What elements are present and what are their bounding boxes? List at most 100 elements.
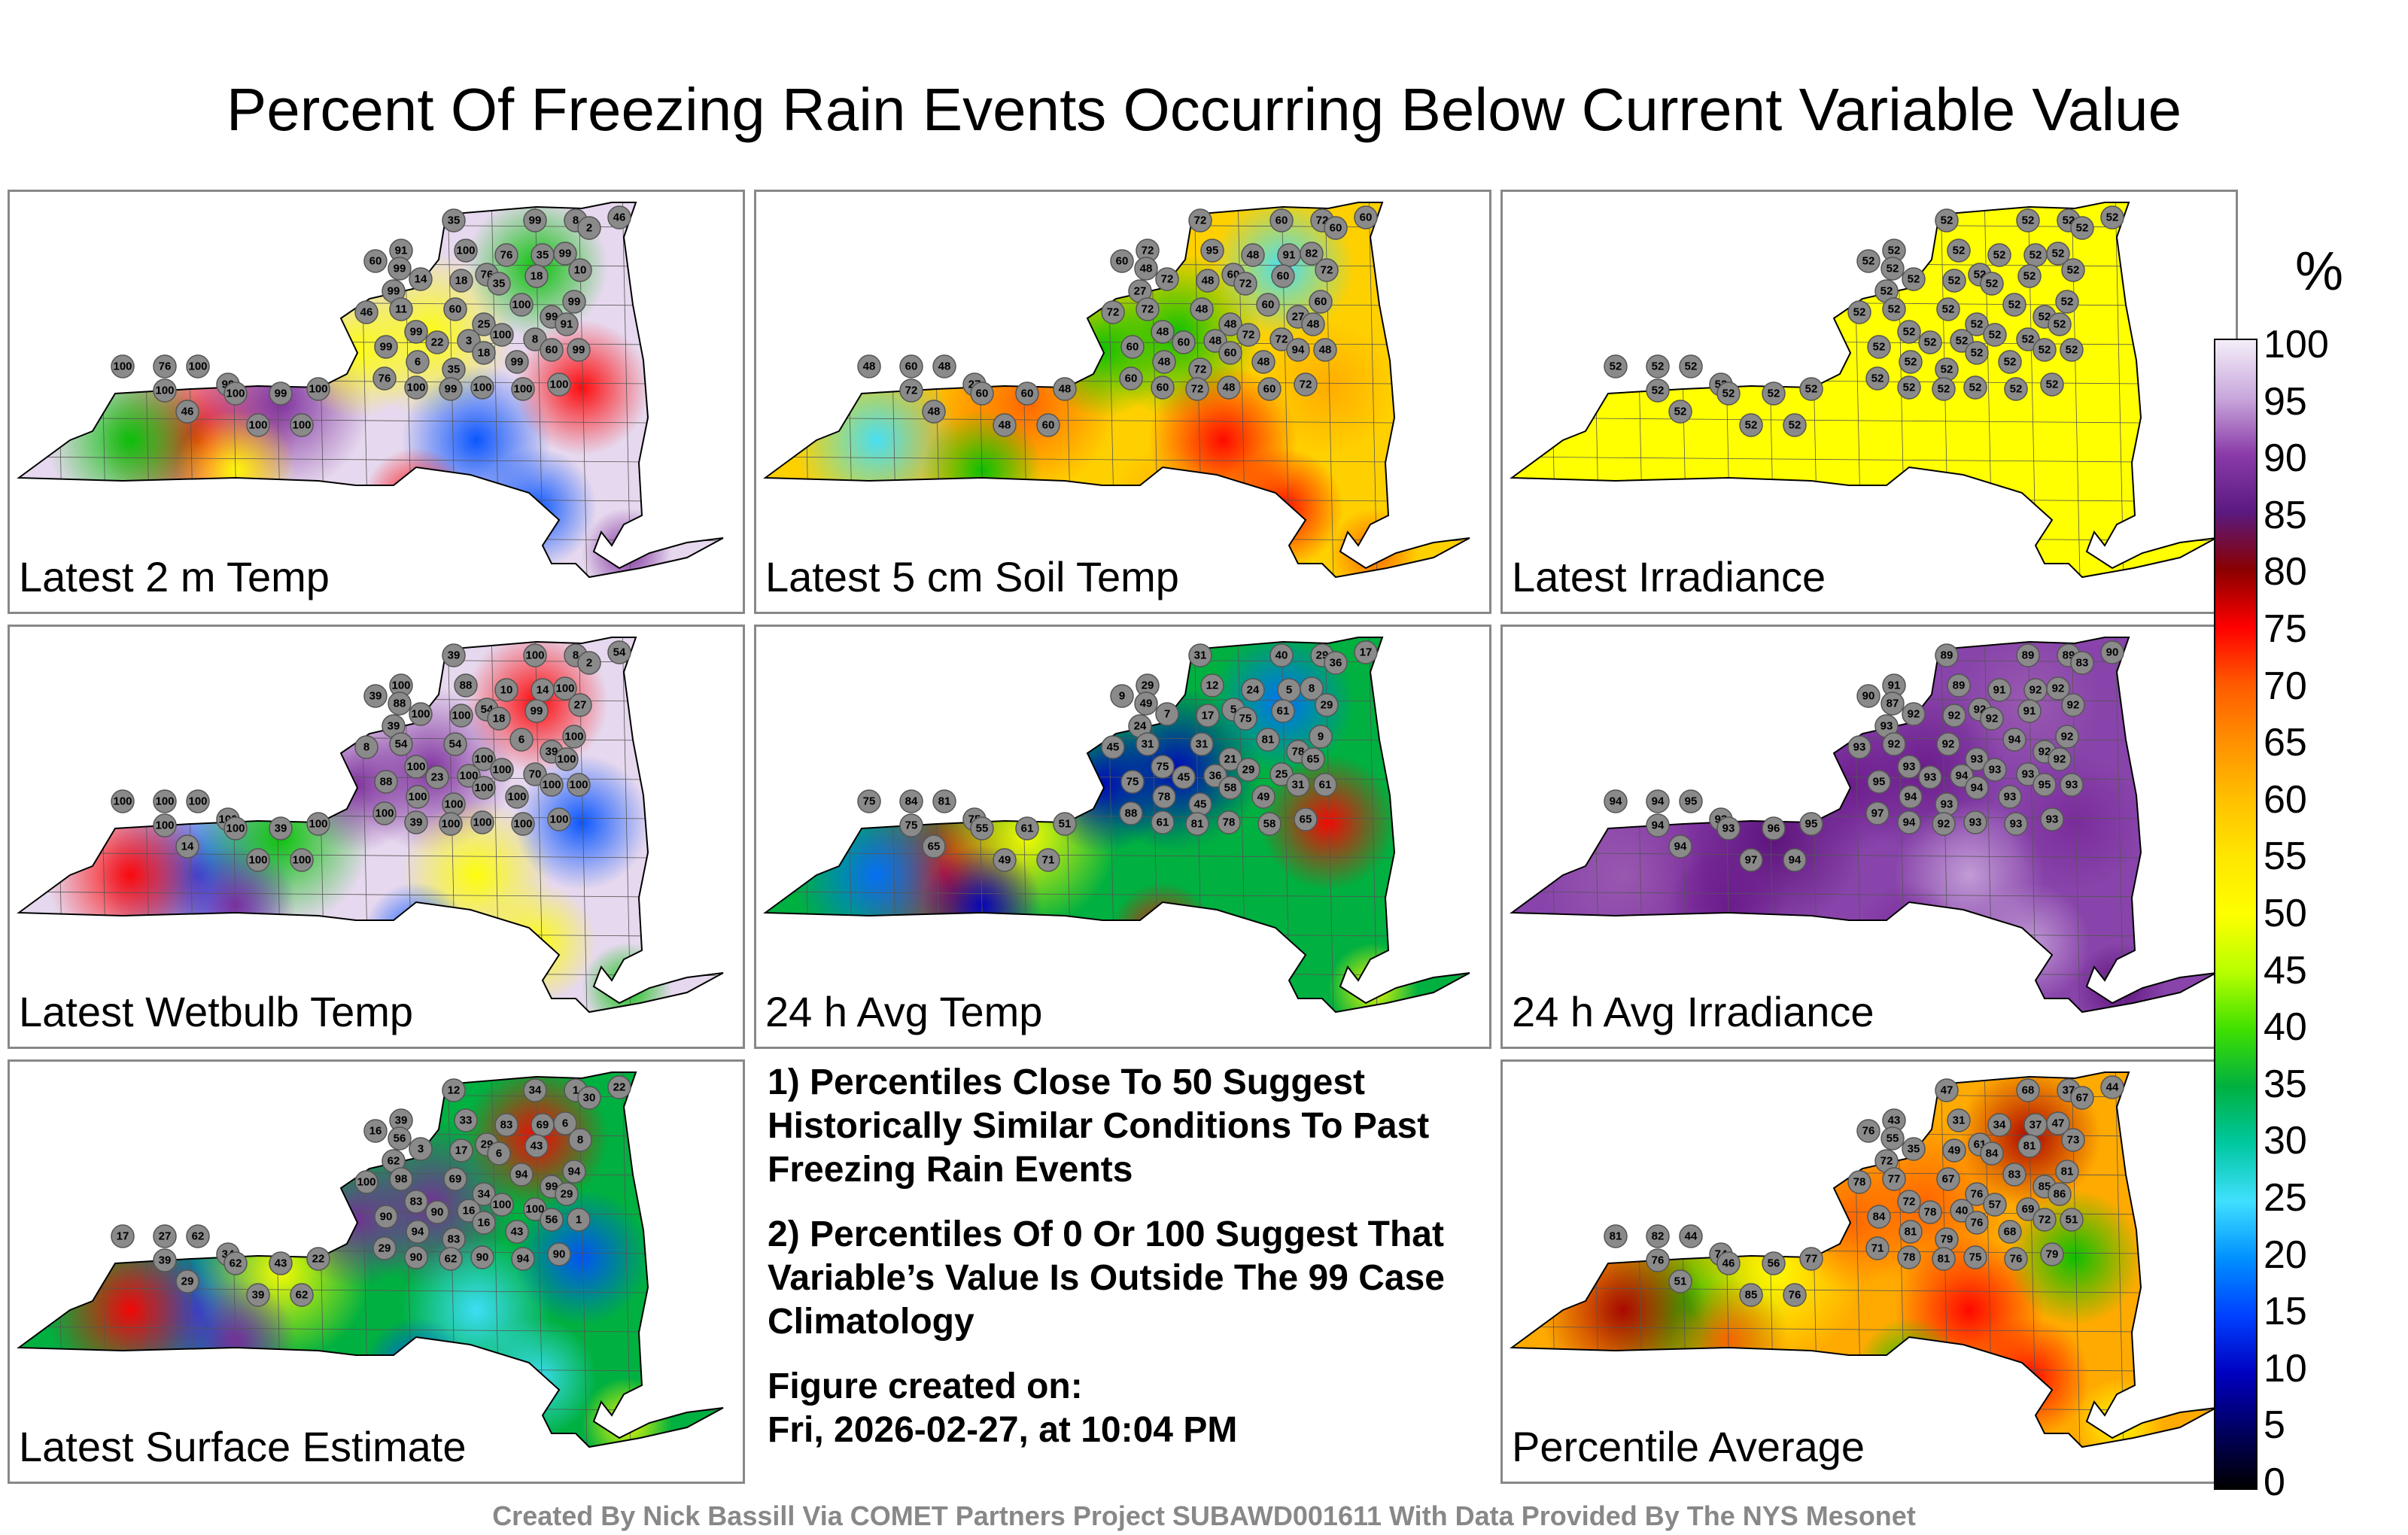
station-marker: 69 (443, 1167, 467, 1191)
station-value: 99 (511, 356, 524, 369)
station-value: 31 (1194, 649, 1207, 662)
station-marker: 100 (372, 801, 397, 825)
station-value: 90 (553, 1248, 566, 1261)
station-value: 52 (1971, 347, 1984, 360)
station-marker: 54 (389, 732, 413, 756)
station-value: 67 (2076, 1092, 2089, 1105)
station-marker: 52 (1965, 341, 1989, 365)
station-value: 5 (1286, 684, 1292, 697)
created-date: Fri, 2026-02-27, at 10:04 PM (768, 1410, 1238, 1450)
station-value: 72 (1903, 1196, 1916, 1208)
station-value: 81 (1262, 734, 1275, 746)
station-value: 92 (2052, 682, 2065, 695)
station-marker: 91 (389, 239, 413, 263)
station-marker: 76 (372, 366, 397, 391)
station-marker: 52 (1918, 330, 1942, 354)
station-marker: 52 (2070, 216, 2094, 240)
station-marker: 52 (1880, 257, 1905, 281)
station-marker: 48 (1053, 377, 1077, 401)
station-marker: 48 (1313, 338, 1337, 362)
station-marker: 52 (2016, 208, 2040, 233)
station-value: 92 (2061, 731, 2074, 743)
station-value: 52 (1942, 303, 1955, 316)
station-marker: 88 (374, 770, 398, 794)
station-marker: 92 (1882, 732, 1906, 756)
station-marker: 60 (1172, 330, 1196, 354)
station-marker: 99 (374, 335, 398, 359)
station-value: 72 (1194, 363, 1207, 376)
station-marker: 92 (2061, 693, 2085, 717)
station-marker: 100 (306, 812, 330, 836)
station-marker: 52 (1646, 354, 1670, 378)
station-value: 58 (1263, 818, 1276, 831)
station-marker: 43 (269, 1251, 293, 1275)
station-marker: 57 (1983, 1193, 2007, 1217)
station-value: 29 (1321, 699, 1333, 712)
station-marker: 62 (223, 1251, 248, 1275)
station-value: 8 (573, 649, 579, 662)
station-value: 81 (2061, 1166, 2074, 1178)
station-marker: 1 (567, 1208, 591, 1232)
station-value: 94 (1903, 816, 1916, 829)
station-value: 48 (1247, 249, 1260, 262)
station-value: 25 (1275, 768, 1288, 781)
station-value: 76 (500, 249, 513, 262)
station-value: 76 (159, 360, 172, 373)
station-marker: 52 (1646, 378, 1670, 403)
station-value: 34 (529, 1084, 542, 1097)
station-value: 100 (309, 818, 327, 831)
station-value: 52 (2039, 344, 2051, 357)
station-value: 88 (460, 679, 473, 692)
station-value: 52 (1853, 306, 1866, 319)
station-marker: 95 (1867, 770, 1891, 794)
station-value: 43 (511, 1226, 524, 1239)
station-marker: 47 (2046, 1111, 2070, 1135)
station-marker: 12 (1200, 673, 1224, 698)
station-value: 11 (395, 303, 407, 316)
station-marker: 72 (1155, 267, 1179, 291)
station-value: 60 (1360, 211, 1373, 224)
station-marker: 35 (442, 357, 466, 381)
station-marker: 83 (494, 1113, 518, 1137)
ny-map: 39 100 8 54 2 100 88 39 88 10 14 100 54 27 100 39 100 18 9… (17, 637, 724, 1014)
station-value: 91 (1283, 249, 1296, 262)
panel-label: 24 h Avg Temp (765, 988, 1043, 1035)
station-value: 2 (586, 222, 592, 235)
station-value: 100 (549, 378, 568, 391)
colorbar-tick: 50 (2264, 892, 2307, 935)
station-marker: 52 (2061, 258, 2085, 282)
station-marker: 52 (2016, 327, 2040, 351)
station-value: 90 (410, 1251, 423, 1264)
station-value: 27 (1134, 285, 1147, 298)
station-marker: 99 (404, 320, 428, 344)
station-marker: 25 (472, 312, 496, 336)
station-value: 39 (448, 649, 461, 662)
station-value: 100 (444, 798, 463, 811)
station-marker: 56 (388, 1126, 412, 1150)
station-marker: 52 (1965, 312, 1989, 336)
station-marker: 96 (1762, 816, 1786, 840)
state-outline (1510, 202, 2217, 579)
station-marker: 48 (932, 354, 956, 378)
station-value: 100 (513, 383, 532, 396)
station-value: 72 (1880, 1155, 1893, 1168)
station-marker: 16 (363, 1119, 388, 1143)
station-marker: 100 (246, 848, 270, 872)
station-marker: 72 (899, 378, 923, 403)
station-value: 75 (1239, 713, 1252, 725)
station-marker: 75 (1963, 1245, 1987, 1269)
station-marker: 100 (246, 413, 270, 437)
station-marker: 90 (547, 1242, 571, 1266)
station-value: 44 (2106, 1081, 2119, 1094)
station-marker: 76 (2004, 1247, 2028, 1271)
panel-label: Latest Irradiance (1512, 553, 1826, 600)
station-marker: 62 (382, 1149, 406, 1173)
station-value: 95 (1685, 795, 1698, 808)
station-value: 99 (559, 248, 572, 260)
station-marker: 94 (1897, 810, 1921, 834)
station-marker: 33 (454, 1108, 478, 1132)
map-panel-percentile-average: 47 68 37 44 67 43 31 76 55 34 37 47 61 73 35 72 49 84 81 81… (1500, 1059, 2238, 1484)
station-value: 81 (938, 795, 951, 808)
station-value: 14 (181, 840, 194, 853)
